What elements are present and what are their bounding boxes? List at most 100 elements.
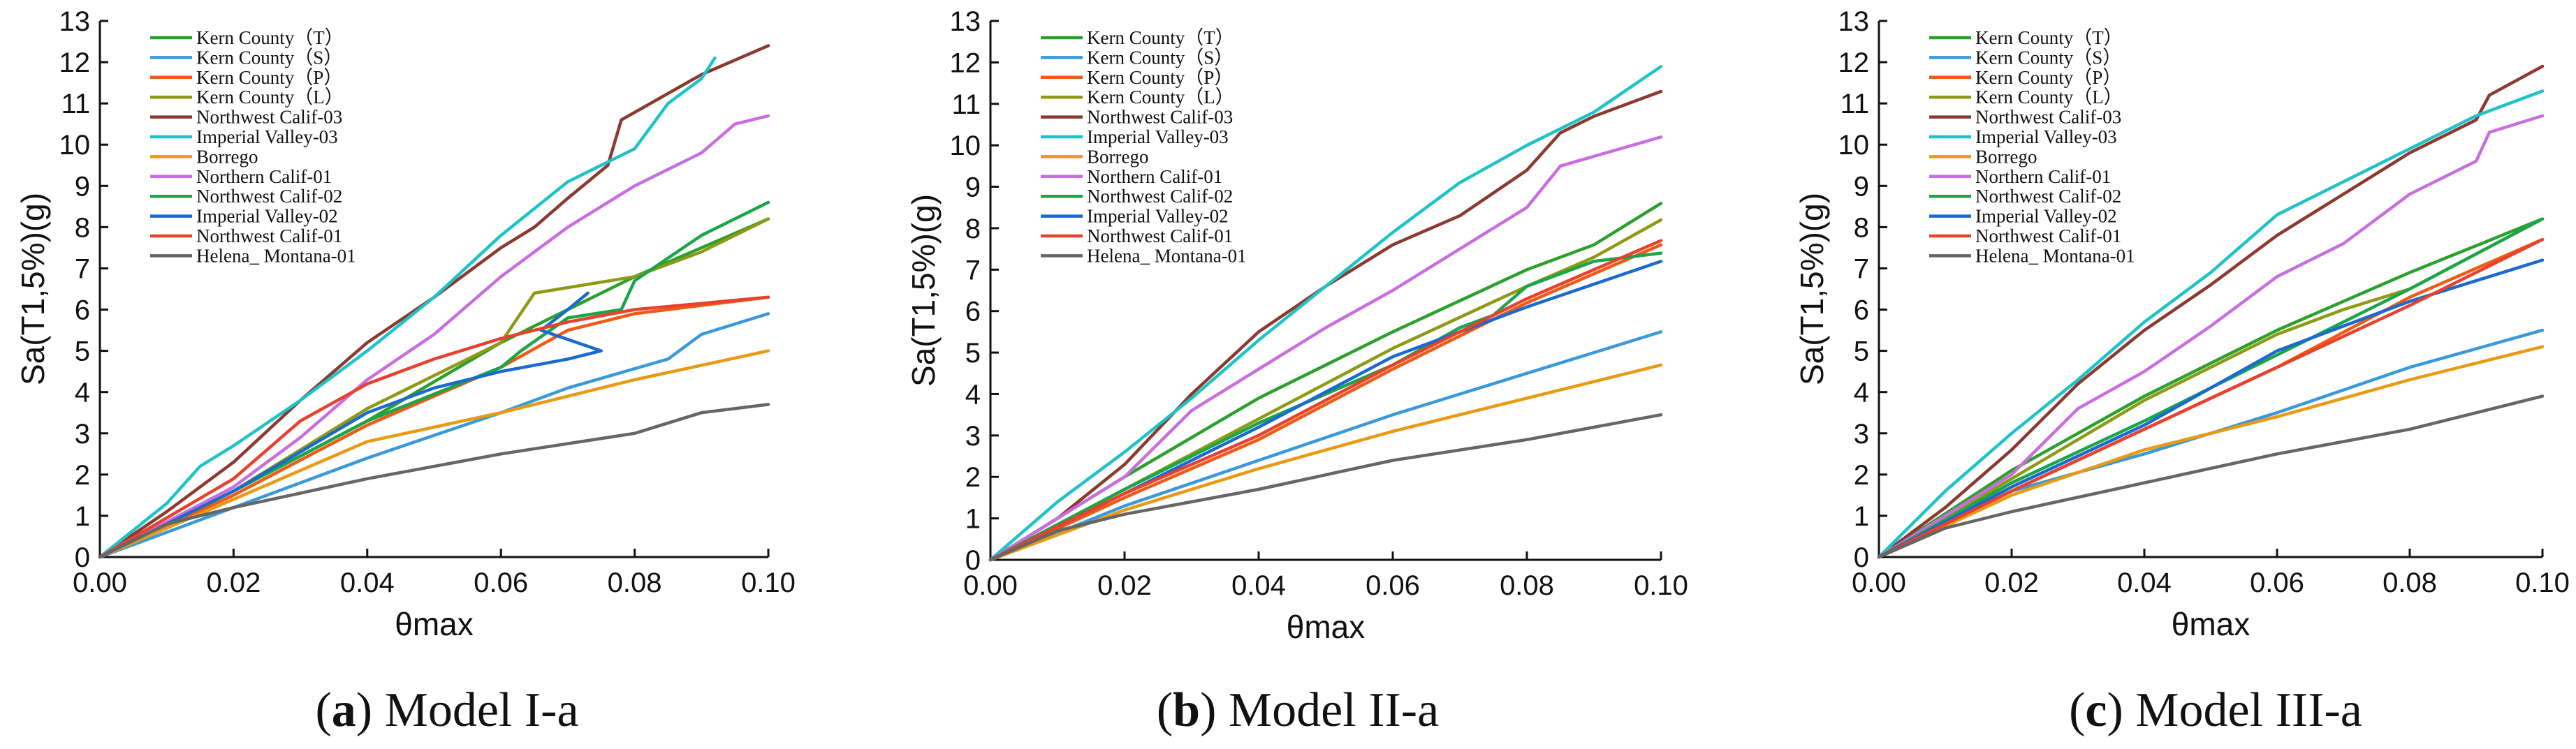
series-line [988, 243, 1663, 562]
y-tick-label: 9 [1854, 171, 1869, 202]
legend-label: Kern County（T） [1087, 27, 1234, 48]
x-tick-label: 0.00 [73, 568, 127, 598]
y-tick-label: 0 [1854, 542, 1869, 573]
x-tick-label: 0.04 [1231, 570, 1286, 601]
legend-label: Imperial Valley-02 [196, 206, 338, 227]
y-tick-label: 1 [1854, 501, 1869, 532]
legend-label: Northwest Calif-02 [1087, 186, 1233, 207]
legend-label: Imperial Valley-03 [1975, 126, 2117, 147]
series-line [988, 239, 1663, 562]
x-tick-label: 0.02 [1097, 570, 1152, 601]
x-tick-label: 0.10 [1634, 570, 1688, 601]
y-tick-label: 11 [951, 89, 981, 120]
legend-label: Kern County（S） [196, 47, 342, 68]
series-line [98, 44, 770, 559]
legend-label: Northwest Calif-03 [196, 107, 342, 128]
legend-label: Kern County（P） [1087, 67, 1233, 88]
legend: Kern County（T）Kern County（S）Kern County（… [150, 27, 356, 266]
y-tick-label: 5 [75, 336, 90, 367]
x-tick-label: 0.04 [340, 568, 395, 598]
panel-caption-letter: a [332, 683, 356, 737]
x-axis-label: θmax [1287, 609, 1365, 645]
y-tick-label: 7 [1854, 253, 1869, 284]
y-tick-label: 8 [965, 214, 981, 244]
series-line [98, 295, 770, 559]
y-tick-label: 9 [965, 172, 981, 203]
series-line [1877, 345, 2545, 559]
legend-label: Northwest Calif-03 [1087, 107, 1233, 128]
y-tick-label: 6 [75, 295, 90, 326]
series-line [98, 200, 770, 559]
y-tick-label: 3 [1854, 419, 1869, 450]
y-tick-label: 13 [1838, 6, 1870, 37]
series-line [1877, 237, 2545, 559]
legend-label: Northern Calif-01 [1087, 166, 1222, 187]
series-line [98, 291, 603, 559]
legend-label: Kern County（P） [196, 67, 342, 88]
y-tick-label: 10 [59, 130, 91, 161]
series-line [98, 403, 770, 559]
legend-label: Helena_ Montana-01 [196, 245, 356, 266]
legend-label: Imperial Valley-03 [196, 126, 338, 147]
y-tick-label: 6 [1854, 295, 1869, 326]
x-tick-label: 0.02 [206, 568, 261, 598]
legend-label: Helena_ Montana-01 [1975, 245, 2135, 266]
legend: Kern County（T）Kern County（S）Kern County（… [1041, 27, 1247, 266]
x-tick-label: 0.06 [2250, 568, 2304, 598]
y-tick-label: 3 [75, 419, 90, 450]
y-tick-label: 10 [950, 131, 981, 161]
y-tick-label: 12 [59, 47, 91, 78]
legend-label: Imperial Valley-02 [1975, 206, 2117, 227]
legend-label: Kern County（L） [196, 87, 344, 107]
series-line [1877, 394, 2545, 559]
y-tick-label: 12 [950, 47, 981, 78]
x-axis-label: θmax [395, 606, 473, 642]
panel-caption: (c) Model III-a [2069, 683, 2362, 737]
legend-label: Borrego [1975, 146, 2037, 167]
legend-label: Northwest Calif-01 [1975, 225, 2121, 246]
panel-caption: (a) Model I-a [315, 683, 578, 737]
legend-label: Kern County（S） [1975, 47, 2121, 68]
panel-caption-letter: c [2085, 683, 2107, 737]
x-tick-label: 0.04 [2117, 568, 2172, 598]
legend-label: Northwest Calif-02 [196, 186, 342, 207]
y-tick-label: 8 [75, 212, 90, 243]
series-line [988, 330, 1663, 562]
y-tick-label: 6 [965, 297, 981, 327]
y-tick-label: 2 [1854, 460, 1869, 491]
y-tick-label: 1 [75, 501, 90, 532]
legend-label: Northwest Calif-01 [1087, 225, 1233, 246]
y-tick-label: 2 [75, 460, 90, 491]
x-tick-label: 0.08 [1500, 570, 1554, 601]
panel-caption-letter: b [1173, 683, 1200, 737]
series-line [988, 413, 1663, 562]
series-line [1877, 114, 2545, 559]
legend-label: Imperial Valley-03 [1087, 126, 1229, 147]
legend-label: Kern County（T） [196, 27, 344, 48]
y-tick-label: 1 [965, 504, 981, 535]
y-tick-label: 12 [1838, 47, 1870, 78]
y-axis-label: Sa(T1,5%)(g) [15, 193, 51, 385]
series-line [98, 56, 717, 559]
x-tick-label: 0.10 [2515, 568, 2570, 598]
y-tick-label: 4 [1854, 378, 1869, 408]
series-line [1877, 89, 2545, 559]
legend-label: Imperial Valley-02 [1087, 206, 1229, 227]
series-line [988, 65, 1663, 562]
y-tick-label: 2 [965, 462, 981, 493]
x-tick-label: 0.08 [608, 568, 662, 598]
legend-label: Kern County（S） [1087, 47, 1233, 68]
y-tick-label: 0 [75, 542, 90, 573]
y-tick-label: 10 [1838, 130, 1870, 161]
series-line [98, 114, 770, 559]
y-tick-label: 11 [61, 89, 90, 119]
y-tick-label: 9 [75, 171, 90, 202]
y-tick-label: 5 [965, 338, 981, 369]
x-axis-label: θmax [2172, 606, 2250, 642]
series-line [988, 135, 1663, 562]
y-tick-label: 4 [75, 378, 90, 408]
series-line [988, 89, 1663, 562]
